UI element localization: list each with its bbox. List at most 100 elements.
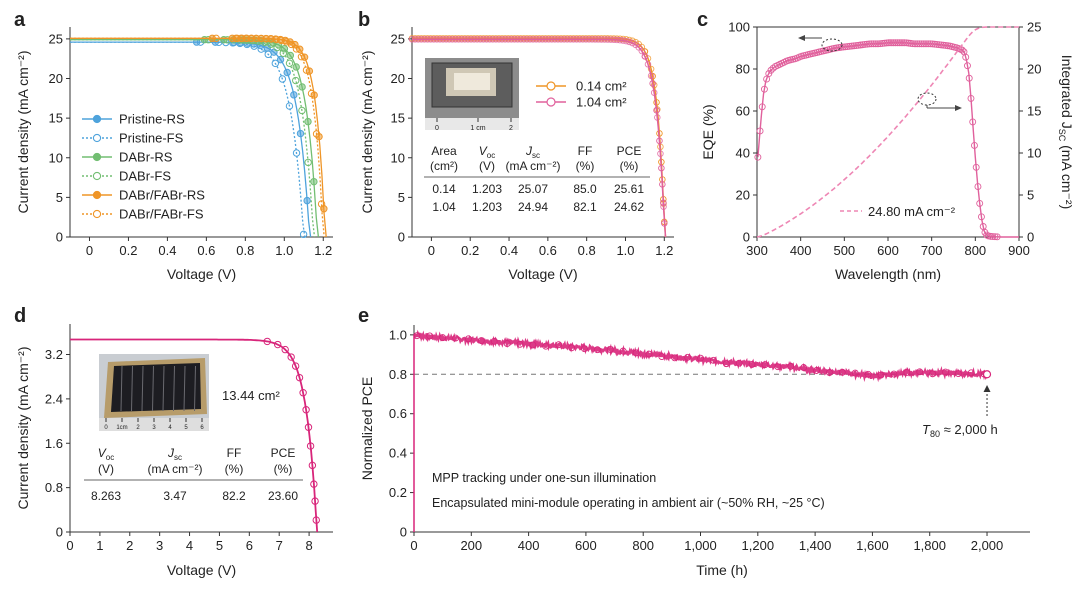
y-tick-label: 0.8 — [389, 367, 407, 382]
x-tick-label: 400 — [518, 538, 540, 553]
y-axis-label: Current density (mA cm⁻²) — [15, 51, 31, 214]
eqe-marker — [891, 39, 899, 47]
series-marker-1 — [545, 36, 552, 43]
eqe-marker — [902, 39, 910, 47]
series-marker-1 — [641, 53, 649, 60]
photo-cell-stripe — [152, 365, 154, 412]
eqe-marker — [942, 42, 950, 49]
eqe-marker — [859, 41, 867, 49]
series-marker-1 — [616, 36, 624, 44]
series-marker-0 — [555, 341, 563, 349]
series-marker-1 — [653, 107, 660, 114]
series-marker-0 — [477, 337, 485, 345]
series-marker-1 — [430, 36, 437, 43]
series-marker-1 — [480, 36, 487, 43]
series-marker-1 — [626, 38, 633, 46]
series-marker-0 — [426, 332, 434, 340]
series-marker-0 — [967, 369, 975, 377]
series-marker-1 — [588, 36, 596, 43]
table-header-sub: oc — [487, 151, 495, 160]
legend-marker-0 — [92, 114, 102, 124]
series-marker-1 — [442, 36, 450, 43]
y-tick-label: 10 — [391, 150, 405, 165]
series-marker-1 — [414, 36, 422, 43]
eqe-marker — [976, 199, 984, 207]
table-cell: 1.203 — [472, 182, 502, 196]
series-marker-1 — [650, 89, 658, 96]
series-marker-0 — [709, 356, 717, 364]
note-0: MPP tracking under one-sun illumination — [432, 471, 656, 485]
series-marker-1 — [257, 45, 265, 53]
y-tick-label: 100 — [728, 20, 750, 35]
series-marker-0 — [503, 340, 511, 347]
x-tick-label: 200 — [460, 538, 482, 553]
series-marker-0 — [761, 361, 769, 369]
series-marker-5 — [242, 34, 250, 43]
eqe-marker — [972, 163, 980, 171]
series-marker-1 — [629, 39, 636, 47]
series-marker-1 — [532, 36, 540, 43]
series-marker-0 — [593, 346, 601, 354]
table-header-unit: (%) — [620, 159, 639, 173]
series-marker-0 — [903, 369, 911, 376]
photo-cell-stripe — [141, 365, 144, 412]
eqe-marker — [756, 127, 764, 135]
legend-label-0: Pristine-RS — [119, 112, 185, 127]
note-1: Encapsulated mini-module operating in am… — [432, 496, 825, 510]
eqe-marker — [931, 40, 939, 48]
eqe-marker — [971, 141, 978, 149]
panel-e: 0 200 400 600 800 1,000 1,200 1,400 1,600 1,800 2,… — [359, 325, 1030, 578]
y-axis-label-right-sub: SC — [1057, 129, 1067, 142]
eqe-marker — [924, 40, 932, 48]
photo-module — [111, 363, 201, 412]
panel-label-a: a — [14, 9, 26, 31]
series-marker-3 — [279, 49, 287, 57]
series-marker-1 — [570, 36, 577, 43]
series-marker-5 — [312, 130, 321, 138]
series-marker-0 — [916, 368, 924, 376]
table-cell: 3.47 — [163, 489, 187, 503]
table-header-unit: (%) — [274, 462, 293, 476]
series-marker-1 — [542, 36, 549, 43]
series-marker-5 — [297, 52, 306, 61]
y-tick-label: 60 — [736, 104, 750, 119]
y-tick-label: 15 — [49, 111, 63, 126]
series-marker-0 — [413, 332, 421, 340]
y-tick-label-right: 15 — [1027, 104, 1041, 119]
y-tick-label: 15 — [391, 111, 405, 126]
eqe-marker — [965, 74, 973, 82]
series-marker-0 — [529, 341, 537, 349]
series-marker-0 — [697, 354, 704, 362]
series-marker-0 — [304, 423, 313, 431]
eqe-marker — [854, 41, 862, 49]
eqe-marker — [987, 232, 995, 240]
x-tick-label: 4 — [186, 538, 193, 553]
series-marker-0 — [619, 347, 627, 355]
eqe-marker — [940, 41, 947, 49]
table-header-unit: (V) — [479, 159, 495, 173]
x-tick-label: 0 — [410, 538, 417, 553]
series-marker-1 — [489, 36, 496, 43]
table-header-sub: sc — [174, 453, 182, 462]
legend-marker-4 — [92, 190, 102, 200]
series-marker-1 — [659, 181, 666, 188]
x-tick-label: 0.6 — [539, 243, 557, 258]
eqe-marker — [937, 41, 945, 49]
series-marker-1 — [579, 36, 587, 43]
table-header-unit: (cm²) — [430, 159, 458, 173]
series-marker-0 — [890, 370, 898, 378]
series-marker-1 — [285, 102, 294, 110]
table-header-unit: (mA cm⁻²) — [148, 462, 203, 476]
y-tick-label: 0.4 — [389, 446, 407, 461]
series-marker-1 — [455, 36, 462, 43]
series-marker-1 — [656, 137, 663, 145]
series-line-5 — [70, 37, 325, 238]
integrated-jsc-annotation: 24.80 mA cm⁻² — [868, 204, 956, 219]
y-tick-label-right: 10 — [1027, 146, 1041, 161]
x-tick-label: 600 — [575, 538, 597, 553]
series-marker-5 — [272, 35, 280, 44]
legend-marker-5 — [92, 209, 102, 219]
series-marker-1 — [264, 50, 272, 59]
eqe-marker — [969, 118, 977, 126]
series-marker-5 — [237, 34, 245, 43]
